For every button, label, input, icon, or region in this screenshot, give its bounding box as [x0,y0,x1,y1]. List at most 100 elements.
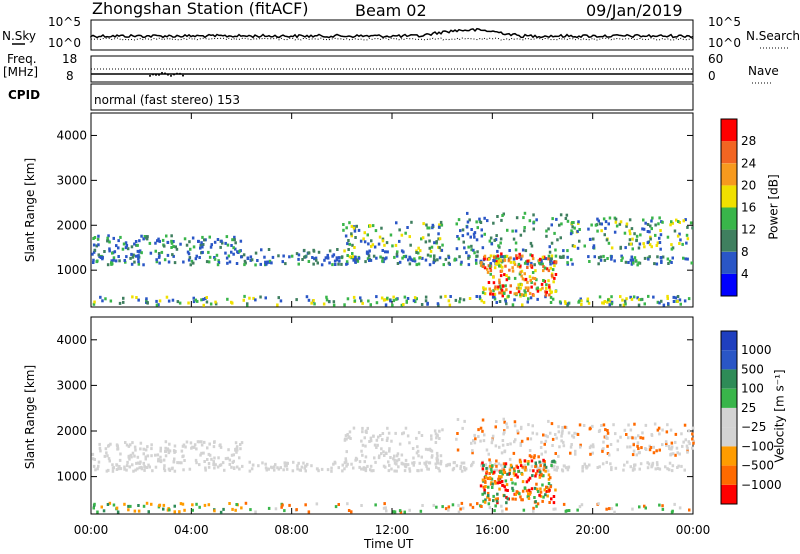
range-cell [122,242,126,246]
range-cell [472,232,476,236]
range-cell [118,259,121,263]
range-cell [104,447,108,451]
range-cell [359,296,362,300]
range-cell [686,237,690,241]
range-cell [343,438,347,442]
range-cell [178,461,181,465]
range-cell [238,456,241,460]
range-cell [643,256,647,260]
range-cell [508,457,512,461]
range-cell [500,480,504,483]
range-cell [367,299,370,303]
range-cell [228,502,231,505]
range-cell [494,481,497,485]
range-cell [642,218,645,222]
range-cell [412,463,415,467]
range-cell [486,495,489,499]
range-cell [92,464,96,468]
range-cell [670,447,673,451]
range-cell [672,295,675,299]
range-cell [207,452,211,456]
range-cell [325,298,329,302]
range-cell [418,256,421,260]
range-cell [556,465,559,469]
range-cell [622,303,626,307]
range-cell [659,233,663,237]
range-cell [535,218,538,222]
range-cell [521,277,525,281]
range-cell [631,237,634,241]
range-cell [419,509,423,513]
range-cell [536,469,539,473]
range-cell [592,246,595,250]
range-cell [213,456,216,460]
ytick-label: 3000 [56,378,87,392]
range-cell [647,294,650,298]
range-cell [96,510,99,514]
range-cell [602,440,605,444]
range-cell [648,448,652,452]
range-cell [420,434,424,437]
range-cell [432,257,436,261]
range-cell [523,229,526,233]
range-cell [578,228,581,231]
range-cell [288,503,291,507]
range-cell [320,467,324,471]
range-cell [267,467,270,471]
range-cell [389,456,392,459]
range-cell [684,218,687,222]
range-cell [353,246,356,249]
range-cell [402,250,405,254]
range-cell [385,241,389,245]
range-cell [154,241,157,245]
range-cell [498,481,502,484]
range-cell [435,436,438,440]
range-cell [467,254,470,258]
range-cell [497,475,501,479]
range-cell [370,244,373,248]
range-cell [541,286,544,290]
range-cell [279,466,282,470]
nave-dip-dot [149,74,151,77]
range-cell [369,303,372,307]
range-cell [235,262,239,265]
range-cell [219,510,223,514]
range-cell [531,276,535,280]
range-cell [619,245,622,249]
range-cell [688,508,691,512]
range-cell [239,239,243,243]
range-cell [155,260,159,264]
range-cell [649,446,653,449]
velocity-panel-frame [90,316,694,515]
range-cell [375,446,378,449]
range-cell [511,229,514,233]
range-cell [558,445,561,449]
range-cell [426,253,430,257]
range-cell [428,263,432,267]
range-cell [392,457,395,461]
range-cell [384,451,388,455]
nave-tick-bottom: 0 [708,69,716,83]
range-cell [205,296,208,299]
range-cell [498,445,501,449]
range-cell [347,509,351,512]
range-cell [539,464,542,468]
range-cell [427,467,430,471]
range-cell [501,509,504,513]
range-cell [202,303,205,307]
range-cell [337,503,340,506]
range-cell [493,292,497,296]
xtick-label: 04:00 [174,523,209,537]
range-cell [638,467,641,471]
range-cell [172,460,176,464]
range-cell [481,246,485,250]
range-cell [181,455,184,459]
range-cell [135,296,138,299]
range-cell [515,286,519,290]
range-cell [437,225,441,229]
range-cell [250,467,254,471]
range-cell [641,436,645,440]
range-cell [417,246,420,250]
range-cell [263,255,266,259]
vel-band-early [91,440,244,464]
